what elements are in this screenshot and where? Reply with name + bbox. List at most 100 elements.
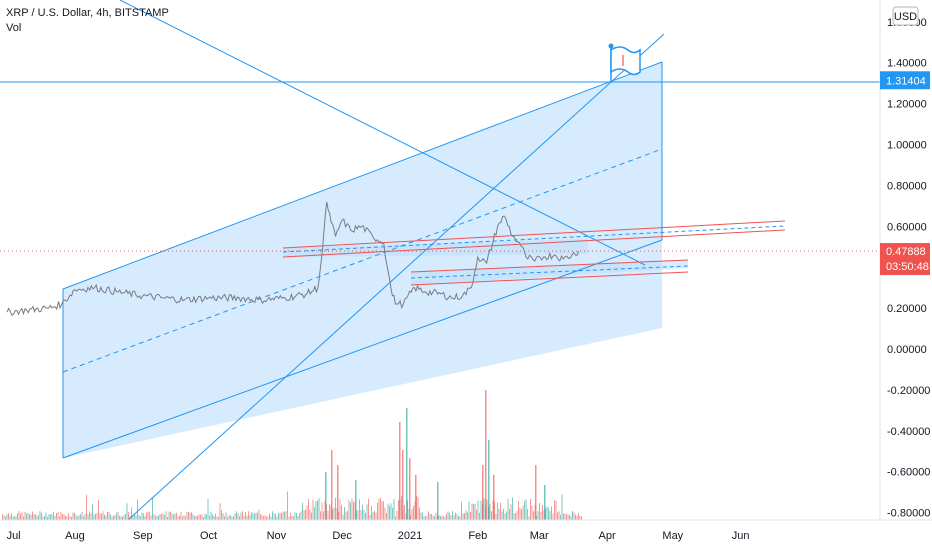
volume-bar <box>213 516 215 520</box>
lower-channel-top <box>410 259 689 273</box>
volume-bar <box>203 516 204 520</box>
volume-bar <box>105 515 107 520</box>
volume-bar <box>219 503 221 520</box>
volume-bar <box>566 514 567 520</box>
volume-bar <box>258 509 260 520</box>
volume-bar <box>471 503 473 520</box>
volume-bar <box>560 514 561 520</box>
volume-bar <box>425 516 426 520</box>
volume-bar <box>186 512 188 520</box>
volume-bar <box>573 512 575 520</box>
volume-bar <box>353 502 354 520</box>
volume-bar <box>108 512 110 520</box>
volume-bar <box>285 511 287 520</box>
volume-bar <box>483 498 485 520</box>
volume-bar <box>389 506 390 520</box>
volume-bar <box>450 515 452 520</box>
volume-bar <box>551 506 552 520</box>
volume-bar <box>390 503 392 520</box>
volume-bar-spike <box>406 408 408 520</box>
volume-bar <box>231 516 233 520</box>
volume-bar <box>212 514 213 520</box>
volume-bar <box>209 515 210 520</box>
volume-bar <box>392 507 393 520</box>
volume-bar <box>207 498 209 520</box>
volume-bar-spike <box>437 482 439 520</box>
volume-bar <box>300 511 302 520</box>
volume-bar <box>23 516 24 520</box>
volume-bar <box>83 516 84 520</box>
volume-bar-spike <box>409 458 411 520</box>
volume-bar <box>126 503 128 520</box>
volume-bar <box>395 516 396 520</box>
volume-bar <box>284 511 285 520</box>
volume-bar <box>477 500 479 520</box>
volume-bar <box>380 498 381 520</box>
volume-bar <box>578 513 579 520</box>
volume-bar <box>158 515 159 520</box>
x-tick-label: Dec <box>332 530 352 542</box>
volume-bar <box>308 499 309 520</box>
volume-bar <box>266 516 267 520</box>
volume-bar <box>122 516 123 520</box>
volume-bar <box>195 515 197 520</box>
volume-bar <box>495 513 497 520</box>
volume-bar <box>65 515 66 520</box>
time-axis[interactable]: Jul Aug Sep Oct Nov Dec 2021 Feb Mar Apr May Jun <box>0 519 932 550</box>
volume-bar <box>192 514 194 520</box>
volume-bar <box>350 502 351 520</box>
volume-bar <box>242 511 243 520</box>
x-tick-label: Sep <box>133 530 153 542</box>
volume-bar <box>21 512 23 520</box>
y-tick-label: -0.60000 <box>887 467 930 479</box>
volume-bar <box>527 508 528 520</box>
volume-bar <box>93 514 95 520</box>
volume-bar <box>579 516 581 520</box>
volume-bar <box>567 513 569 520</box>
volume-bar <box>216 516 218 520</box>
volume-bar <box>131 507 132 520</box>
volume-legend[interactable]: Vol <box>6 22 22 34</box>
symbol-title[interactable]: XRP / U.S. Dollar, 4h, BITSTAMP <box>6 7 169 19</box>
volume-bar <box>320 511 321 520</box>
volume-bar <box>302 502 303 520</box>
volume-bar <box>174 513 176 520</box>
volume-bar <box>513 513 515 520</box>
volume-bar <box>221 510 222 520</box>
volume-bar <box>575 514 576 520</box>
volume-bar <box>404 505 405 520</box>
volume-bar <box>177 516 179 520</box>
volume-bar <box>137 499 138 520</box>
volume-bar <box>293 516 294 520</box>
volume-bar <box>372 512 374 520</box>
volume-bar <box>156 515 158 520</box>
volume-bar <box>546 506 548 520</box>
flag-cloth <box>610 46 641 76</box>
volume-bar-spike <box>482 465 484 520</box>
volume-bar <box>215 513 216 520</box>
volume-bar <box>239 516 240 520</box>
x-tick-label: Oct <box>200 530 217 542</box>
volume-bar <box>159 514 161 520</box>
currency-badge-label: USD <box>894 11 917 23</box>
volume-bar <box>465 510 467 520</box>
volume-bar <box>449 512 450 520</box>
price-marker-level <box>880 71 930 90</box>
flag-icon[interactable] <box>608 43 641 83</box>
x-tick-label: Jul <box>7 530 21 542</box>
x-tick-label: Aug <box>65 530 85 542</box>
volume-bar <box>14 516 15 520</box>
volume-bar <box>84 514 86 520</box>
volume-bar <box>246 515 248 520</box>
volume-bar <box>77 516 78 520</box>
upper-channel-bottom <box>282 229 786 258</box>
volume-bar <box>530 498 531 520</box>
volume-bar <box>564 513 566 520</box>
volume-bar <box>50 514 51 520</box>
volume-bar <box>11 513 12 520</box>
volume-bar <box>468 501 470 520</box>
volume-bar-spike <box>399 422 401 520</box>
volume-bar <box>275 513 276 520</box>
